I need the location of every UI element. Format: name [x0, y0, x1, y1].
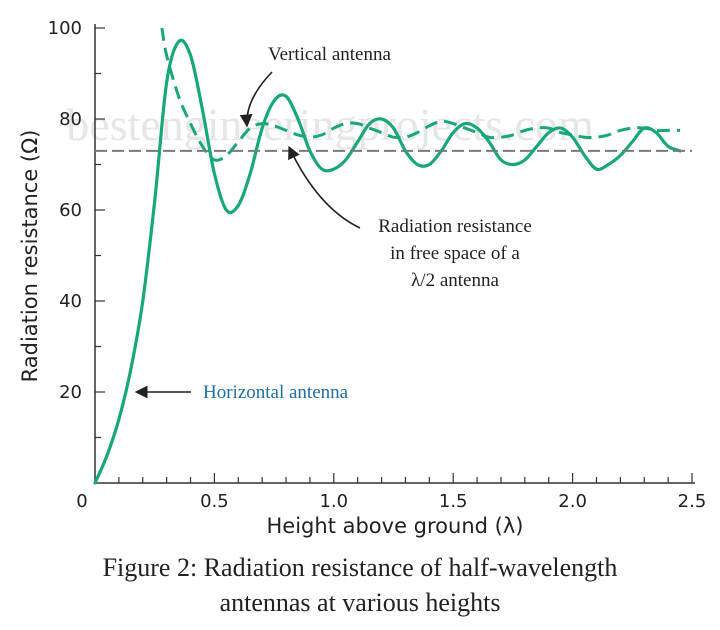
x-tick-label: 2.0 [558, 491, 587, 512]
annotation-vertical: Vertical antenna [268, 44, 391, 65]
figure-caption-line-1: Figure 2: Radiation resistance of half-w… [102, 553, 618, 582]
series-layer [93, 27, 692, 485]
annotation-horizontal: Horizontal antenna [203, 382, 349, 403]
y-tick-label: 60 [59, 200, 82, 221]
x-tick-label: 1.0 [319, 491, 348, 512]
y-tick-label: 20 [59, 382, 82, 403]
y-tick-label: 100 [48, 18, 82, 39]
annotation-freespace: Radiation resistance in free space of a λ/… [378, 216, 532, 291]
y-axis-label: Radiation resistance (Ω) [18, 130, 42, 383]
annotation-arrow-freespace [288, 145, 361, 229]
vertical-antenna-curve [160, 27, 681, 162]
x-tick-label: 0.5 [200, 491, 229, 512]
y-tick-label: 40 [59, 291, 82, 312]
annotation-layer: Vertical antenna Radiation resistance in f… [134, 44, 532, 403]
x-tick-label: 2.5 [678, 491, 707, 512]
annotation-line: Vertical antenna [268, 44, 391, 65]
x-tick-label: 1.5 [439, 491, 468, 512]
watermark-text: bestengineeringprojects.com [66, 99, 594, 150]
x-axis-label: Height above ground (λ) [267, 514, 524, 538]
annotation-line: Radiation resistance [378, 216, 532, 237]
annotation-arrow-vertical [239, 71, 273, 128]
figure-caption-line-2: antennas at various heights [219, 588, 501, 617]
annotation-line: λ/2 antenna [411, 270, 499, 291]
y-tick-label: 80 [59, 109, 82, 130]
annotation-line: in free space of a [390, 243, 520, 264]
x-tick-label: 0 [76, 491, 87, 512]
axes: 20 40 60 80 100 0 0.5 1.0 1.5 2.0 2.5 [48, 18, 707, 512]
annotation-line: Horizontal antenna [203, 382, 349, 403]
